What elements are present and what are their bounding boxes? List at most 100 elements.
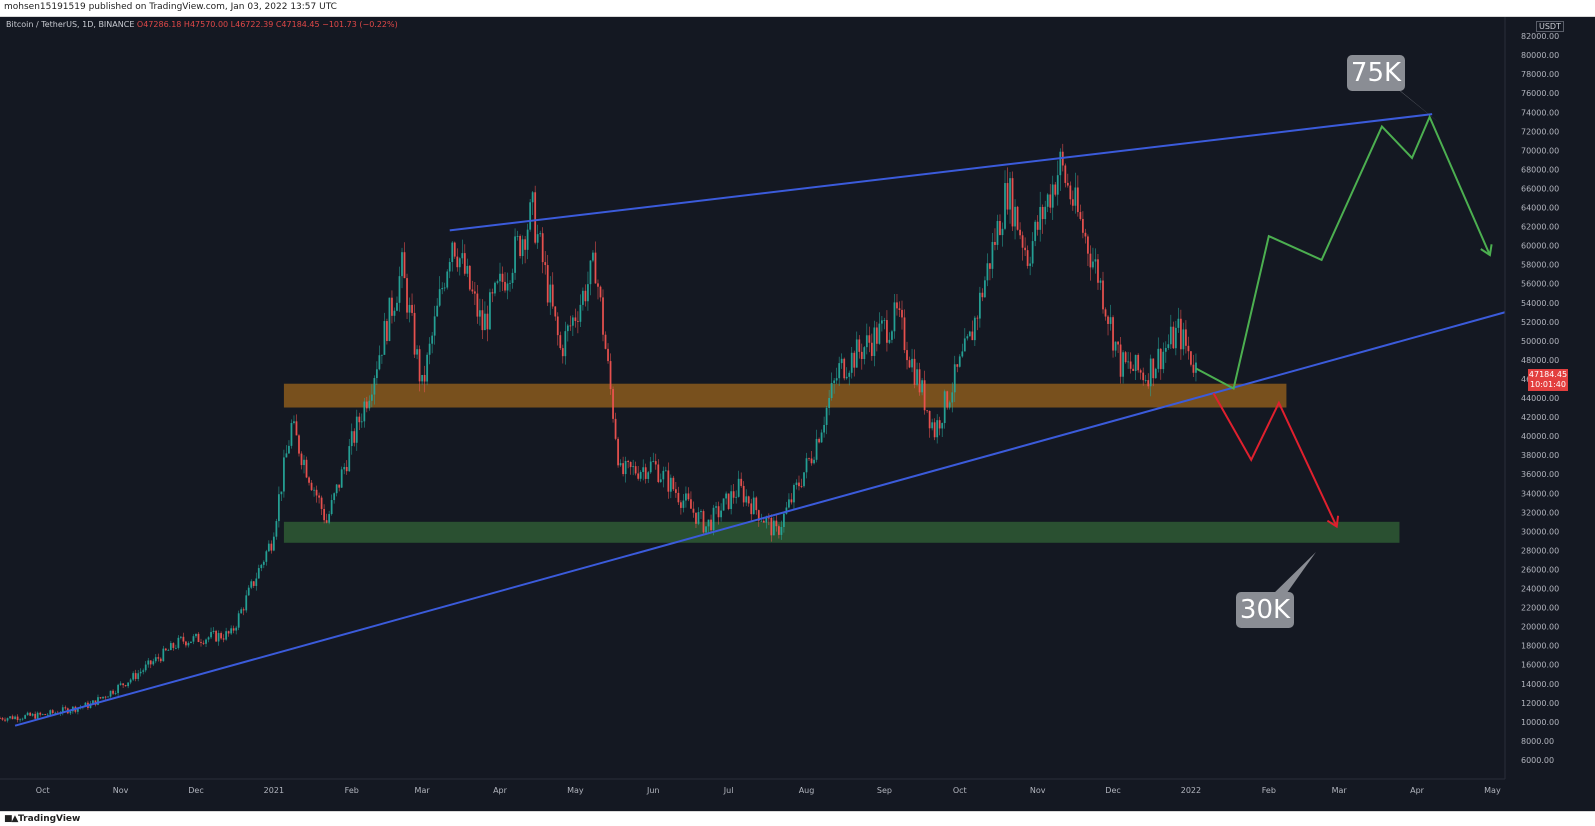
candle-body [1129, 361, 1132, 369]
candle-body [117, 684, 119, 694]
candle-body [604, 334, 607, 349]
candle-body [755, 497, 758, 511]
candle-body [695, 512, 697, 524]
candle-body [225, 631, 228, 640]
candle-body [1094, 259, 1097, 262]
candle-body [707, 519, 710, 527]
candle-body [421, 374, 424, 382]
time-tick-label: 2021 [264, 786, 284, 795]
candle-body [280, 491, 283, 495]
candle-body [197, 633, 200, 643]
time-tick-label: Jun [646, 786, 660, 795]
candle-body [984, 280, 986, 298]
candle-body [793, 484, 795, 503]
brand-footer: ■▲TradingView [0, 811, 1595, 826]
lower-target-callout[interactable]: 30K [1236, 592, 1294, 628]
candle-body [396, 302, 398, 311]
candle-body [247, 587, 250, 596]
candle-body [159, 658, 162, 662]
candle-body [235, 627, 238, 631]
candle-body [569, 325, 572, 327]
candle-body [1147, 380, 1150, 387]
candle-body [54, 712, 57, 714]
price-tick-label: 44000.00 [1521, 394, 1559, 403]
price-tick-label: 34000.00 [1521, 489, 1559, 498]
candle-body [855, 339, 858, 368]
candle-body [622, 463, 625, 475]
candle-body [918, 369, 921, 393]
candle-body [554, 306, 557, 317]
bar-countdown: 10:01:40 [1530, 380, 1566, 389]
candle-body [931, 422, 934, 429]
candle-body [436, 305, 439, 317]
candle-body [180, 636, 182, 638]
candle-body [355, 416, 358, 443]
candle-body [1011, 178, 1014, 227]
candle-body [1006, 183, 1009, 210]
candle-body [19, 719, 22, 721]
price-chart[interactable]: 6000.00 8000.00 10000.00 12000.00 14000.00 16… [0, 17, 1595, 811]
candle-body [1187, 345, 1190, 352]
candle-body [966, 336, 969, 339]
chart-panel[interactable]: 6000.00 8000.00 10000.00 12000.00 14000.00 16… [0, 17, 1595, 811]
candle-body [913, 358, 916, 385]
candle-body [551, 284, 554, 307]
time-tick-label: Feb [1262, 786, 1276, 795]
candle-body [566, 325, 569, 332]
candle-body [1014, 206, 1016, 227]
candle-body [1182, 329, 1185, 350]
candle-body [978, 292, 981, 319]
candle-body [164, 648, 167, 651]
candle-body [132, 673, 135, 680]
candle-body [496, 281, 499, 283]
candle-body [1142, 372, 1145, 381]
currency-label[interactable]: USDT [1536, 21, 1564, 32]
price-tick-label: 36000.00 [1521, 470, 1559, 479]
candle-body [207, 637, 210, 640]
candle-body [167, 650, 170, 651]
price-tick-label: 6000.00 [1521, 756, 1554, 765]
candle-body [381, 354, 383, 356]
candle-body [1139, 370, 1142, 373]
price-tick-label: 48000.00 [1521, 356, 1559, 365]
candle-body [320, 497, 323, 509]
candle-body [921, 380, 923, 393]
candle-body [803, 472, 805, 487]
price-tick-label: 42000.00 [1521, 413, 1559, 422]
candle-body [830, 383, 833, 398]
candle-body [509, 282, 511, 284]
upper-target-callout[interactable]: 75K [1347, 55, 1405, 91]
candle-body [29, 712, 32, 716]
candle-body [438, 289, 441, 306]
candle-body [318, 495, 320, 498]
candle-body [549, 284, 552, 303]
candle-body [727, 493, 730, 509]
last-price-value: 47184.45 [1528, 370, 1568, 379]
candle-body [848, 372, 851, 377]
candle-body [617, 438, 619, 466]
candle-body [406, 278, 408, 313]
candle-body [587, 284, 589, 302]
candle-body [1104, 309, 1107, 317]
candle-body [386, 321, 388, 341]
candle-body [217, 633, 220, 642]
candle-body [142, 670, 145, 672]
candle-body [514, 236, 516, 273]
time-tick-label: Sep [877, 786, 892, 795]
candle-body [119, 683, 122, 685]
candle-body [632, 466, 635, 468]
price-tick-label: 68000.00 [1521, 165, 1559, 174]
candle-body [149, 660, 152, 665]
tradingview-logo[interactable]: ■▲TradingView [4, 814, 80, 824]
candle-body [725, 493, 728, 499]
price-tick-label: 64000.00 [1521, 204, 1559, 213]
candle-body [1036, 221, 1039, 230]
candle-body [491, 292, 494, 294]
candle-body [1164, 347, 1167, 352]
candle-body [1179, 318, 1182, 350]
candle-body [154, 657, 157, 662]
candle-body [627, 460, 630, 462]
candle-body [441, 288, 444, 290]
candle-body [76, 707, 79, 712]
time-tick-label: Oct [953, 786, 967, 795]
